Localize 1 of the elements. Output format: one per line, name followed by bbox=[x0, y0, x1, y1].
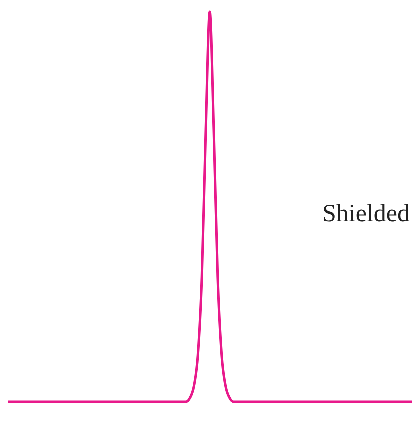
annotation: Shielded bbox=[322, 200, 410, 228]
